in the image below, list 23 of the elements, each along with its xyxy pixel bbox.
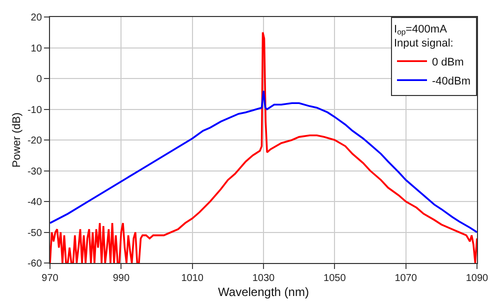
x-tick-label: 1030 bbox=[252, 273, 276, 284]
y-tick-label: -10 bbox=[27, 104, 42, 116]
x-tick-label: 1070 bbox=[394, 273, 418, 284]
y-tick-label: -30 bbox=[27, 166, 42, 178]
y-tick-label: -20 bbox=[27, 136, 42, 146]
legend-title: I$_{op}$=400mA Input signal: bbox=[394, 23, 454, 50]
y-axis-title: Power (dB) bbox=[11, 112, 24, 168]
legend-label: -40dBm bbox=[432, 75, 471, 88]
y-tick-label: -60 bbox=[27, 258, 42, 270]
line-series bbox=[50, 31, 477, 263]
line-series bbox=[50, 90, 477, 234]
y-tick-label: 0 bbox=[36, 74, 42, 85]
y-tick-label: 10 bbox=[30, 43, 42, 54]
y-tick-label: 20 bbox=[30, 12, 42, 24]
y-tick-label: -40 bbox=[27, 197, 42, 208]
y-tick-label: -50 bbox=[27, 228, 42, 239]
legend-label: 0 dBm bbox=[432, 56, 464, 68]
x-tick-label: 1050 bbox=[324, 273, 346, 284]
x-axis-title: Wavelength (nm) bbox=[218, 285, 309, 299]
x-tick-label: 990 bbox=[112, 273, 130, 284]
x-tick-label: 1090 bbox=[466, 273, 489, 284]
x-tick-label: 1010 bbox=[181, 273, 204, 284]
x-tick-label: 970 bbox=[42, 273, 59, 284]
